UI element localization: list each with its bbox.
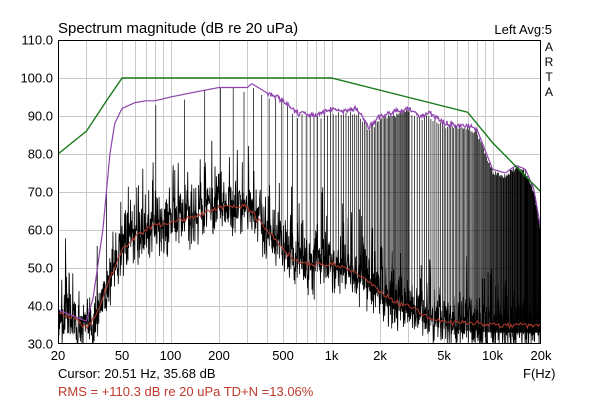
y-tick-label: 40.0 xyxy=(28,299,53,314)
rms-readout: RMS = +110.3 dB re 20 uPa TD+N =13.06% xyxy=(58,384,314,399)
y-tick-label: 30.0 xyxy=(28,337,53,352)
y-tick-label: 90.0 xyxy=(28,109,53,124)
y-tick-label: 100.0 xyxy=(20,71,53,86)
brand-letter: T xyxy=(545,70,553,84)
y-tick-label: 80.0 xyxy=(28,147,53,162)
brand-letter: A xyxy=(544,85,553,99)
channel-average-status: Left Avg:5 xyxy=(494,22,552,37)
plot-area xyxy=(58,77,541,344)
x-tick-label: 20k xyxy=(531,348,552,363)
plot-frame xyxy=(58,40,541,344)
x-tick-label: 10k xyxy=(482,348,503,363)
limit-envelope-line xyxy=(58,77,541,193)
spectrum-trace xyxy=(58,140,541,344)
x-tick-label: 20 xyxy=(51,348,65,363)
y-tick-label: 70.0 xyxy=(28,185,53,200)
x-tick-label: 2k xyxy=(373,348,387,363)
x-tick-label: 5k xyxy=(437,348,451,363)
cursor-readout: Cursor: 20.51 Hz, 35.68 dB xyxy=(58,366,216,381)
average-curve xyxy=(58,203,541,330)
x-tick-label: 200 xyxy=(208,348,230,363)
x-axis-label: F(Hz) xyxy=(523,366,556,381)
x-tick-label: 100 xyxy=(160,348,182,363)
x-tick-label: 50 xyxy=(115,348,129,363)
y-tick-label: 110.0 xyxy=(21,33,53,48)
x-tick-label: 1k xyxy=(325,348,339,363)
brand-letter: R xyxy=(544,55,554,69)
chart-title: Spectrum magnitude (dB re 20 uPa) xyxy=(58,20,299,37)
brand-letter: A xyxy=(544,40,553,54)
peak-hold-curve xyxy=(58,83,541,322)
arta-brand-label: A R T A xyxy=(542,40,556,100)
y-tick-label: 50.0 xyxy=(28,261,53,276)
x-tick-label: 500 xyxy=(272,348,294,363)
y-tick-label: 60.0 xyxy=(28,223,53,238)
